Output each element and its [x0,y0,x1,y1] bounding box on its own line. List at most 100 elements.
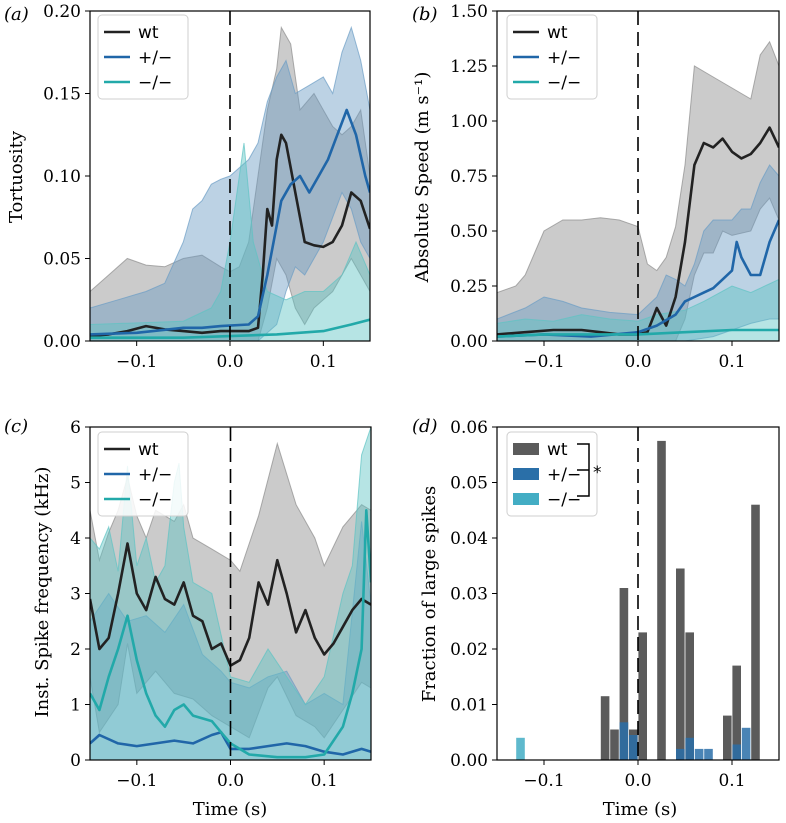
pd-bar-het [732,744,741,760]
pa-band-wt [90,25,370,341]
panel-b: (b) 0.00 0.25 0.50 0.75 1.00 1.25 1.50 −0.1 0.0 0… [412,2,780,372]
pc-ytick-label: 1 [70,696,81,716]
pb-band-wt [497,40,779,341]
pd-ytick-label: 0.02 [450,640,488,660]
pa-line-ko [90,318,370,339]
pb-ytick-label: 0.00 [450,332,488,352]
pd-bar-het [619,722,629,760]
pd-bar-wt [619,588,629,760]
pc-legend [97,431,189,517]
pd-bar-wt [638,632,647,760]
pd-bar-het [629,735,638,760]
pd-bar-wt [610,729,619,760]
pb-legend-label-het: +/− [547,48,581,68]
pb-legend-label-ko: −/− [547,73,581,93]
pa-legend-label-ko: −/− [138,73,172,93]
pd-bar-wt [685,632,694,760]
panel-c: (c) 0 1 2 3 4 5 6 −0.1 0.0 0.1 wt +/− −/− Inst. Spik… [4,416,372,820]
panel-a: (a) 0.00 0.05 0.10 0.15 0.20 −0.1 0.0 0.1 wt +/− −… [4,2,371,372]
pd-bar-het [676,748,685,760]
pd-legend-swatch-wt [513,443,539,455]
pc-band-het [90,521,371,760]
pc-xtick-label: 0.0 [217,771,244,791]
pd-ytick-label: 0.05 [450,474,488,494]
pd-legend-label-het: +/− [547,465,581,485]
pd-ytick-label: 0.04 [450,529,488,549]
pb-xtick-label: 0.0 [624,352,651,372]
panel-b-label: (b) [412,4,438,25]
pc-ytick-label: 5 [70,474,81,494]
panel-d-label: (d) [412,416,438,437]
pd-ytick-label: 0.01 [450,696,488,716]
panel-b-ylabel: Absolute Speed (m s⁻¹) [412,72,433,284]
panel-d-ylabel: Fraction of large spikes [419,486,440,703]
pb-xtick-label: −0.1 [523,352,564,372]
pc-xtick-label: 0.1 [311,771,338,791]
pd-legend-swatch-het [513,468,539,480]
pd-bar-het [704,748,713,760]
pc-legend-label-wt: wt [138,440,159,460]
pb-ytick-label: 1.25 [450,57,488,77]
pb-ytick-label: 0.25 [450,277,488,297]
pb-band-ko [497,278,779,341]
pa-line-het [90,108,370,336]
pb-ytick-label: 0.75 [450,167,488,187]
pb-ytick-label: 1.00 [450,112,488,132]
pa-ytick-label: 0.15 [43,85,81,105]
pb-ytick-label: 0.50 [450,222,488,242]
pd-bar-het [694,748,704,760]
panel-d-xlabel: Time (s) [603,799,678,820]
pc-xtick-label: −0.1 [116,771,157,791]
pa-xtick-label: −0.1 [116,352,157,372]
panel-a-label: (a) [4,4,29,25]
pc-ytick-label: 0 [70,751,81,771]
pb-ytick-label: 1.50 [450,2,488,22]
pb-xtick-label: 0.1 [718,352,745,372]
pd-bar-het [741,727,751,760]
pd-bar-ko [516,737,525,760]
pd-bar-wt [600,696,610,760]
pd-ytick-label: 0.00 [450,751,488,771]
pd-xtick-label: 0.0 [624,771,651,791]
pc-line-ko [90,509,371,759]
panel-a-ylabel: Tortuosity [6,130,27,223]
pa-legend [97,14,189,100]
pa-ytick-label: 0.20 [43,2,81,22]
pd-ytick-label: 0.03 [450,585,488,605]
pd-bar-wt [723,715,732,760]
pd-bar-wt [657,440,666,760]
pa-ytick-label: 0.10 [43,167,81,187]
pa-xtick-label: 0.1 [310,352,337,372]
pb-band-het [497,164,779,341]
pc-ytick-label: 2 [70,640,81,660]
panel-c-label: (c) [4,416,28,437]
pd-bar-wt [676,568,685,760]
pa-ytick-label: 0.05 [43,250,81,270]
pc-ytick-label: 4 [70,529,81,549]
pd-xtick-label: −0.1 [523,771,564,791]
pc-legend-label-ko: −/− [138,490,172,510]
pb-line-wt [497,126,779,336]
pd-legend-swatch-ko [513,493,539,505]
pb-legend-label-wt: wt [547,23,568,43]
pd-legend-label-wt: wt [547,440,568,460]
pd-bar-wt [732,665,741,760]
pd-legend-label-ko: −/− [547,490,581,510]
pd-bar-het [685,737,694,760]
pd-xtick-label: 0.1 [718,771,745,791]
pd-significance-bracket [577,443,590,497]
pa-xtick-label: 0.0 [216,352,243,372]
pc-legend-label-het: +/− [138,465,172,485]
pa-legend-label-wt: wt [138,23,159,43]
pd-significance-star: * [593,463,602,483]
pb-legend [506,14,598,100]
pc-ytick-label: 3 [70,585,81,605]
pc-ytick-label: 6 [70,418,81,438]
pa-ytick-label: 0.00 [43,332,81,352]
pa-legend-label-het: +/− [138,48,172,68]
pb-line-het [497,219,779,338]
pd-ytick-label: 0.06 [450,418,488,438]
panel-d: (d) 0.00 0.01 0.02 0.03 0.04 0.05 0.06 −0.1 0.0 0… [412,416,780,820]
panel-c-xlabel: Time (s) [193,799,268,820]
